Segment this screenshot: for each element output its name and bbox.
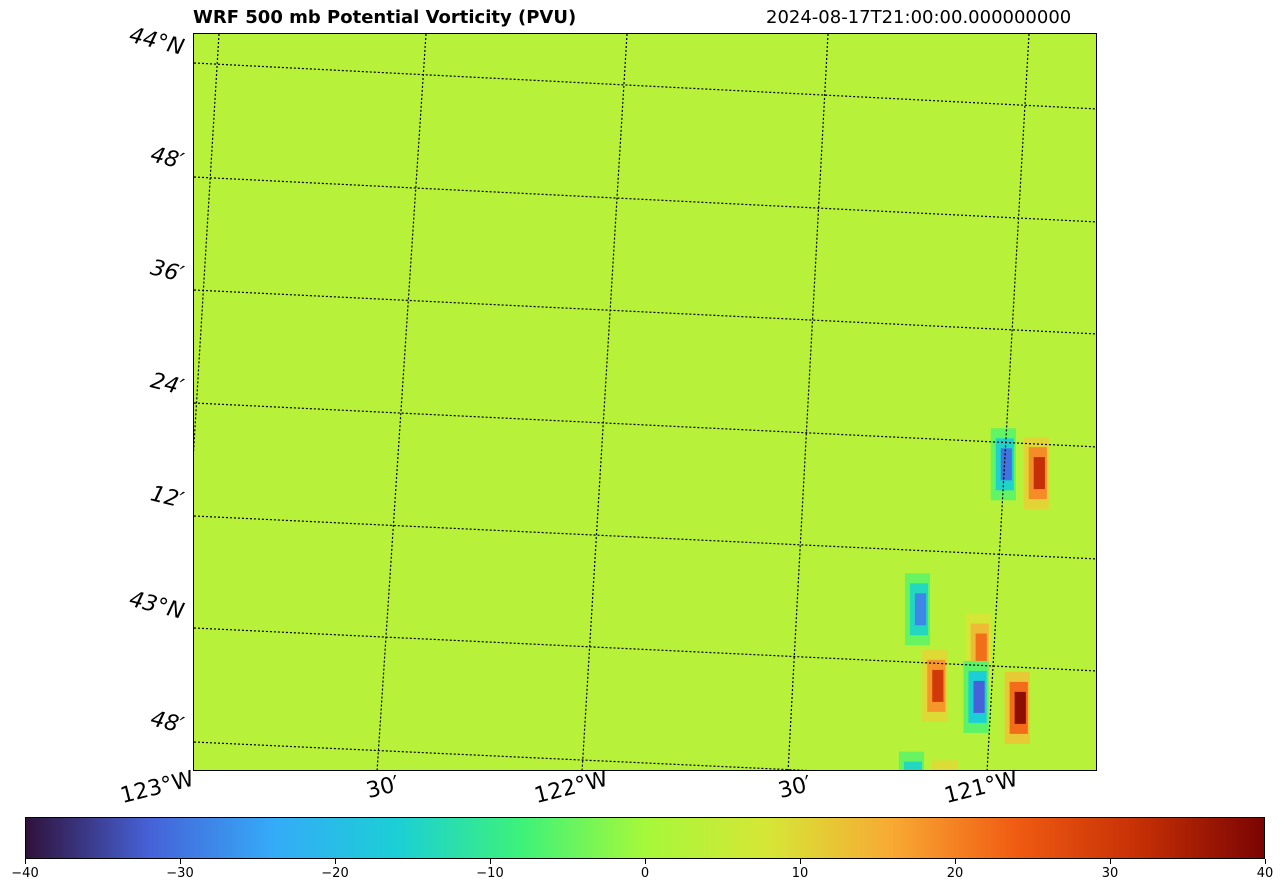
lat-label-43n: 43°N xyxy=(126,586,187,625)
pv-cell xyxy=(903,761,923,770)
colorbar-tick-label: −40 xyxy=(11,866,39,881)
latitude-gridline xyxy=(194,515,1096,560)
pv-cell xyxy=(914,593,927,626)
longitude-gridline xyxy=(376,34,427,770)
colorbar-tick-label: −30 xyxy=(166,866,194,881)
lat-label-44n: 44°N xyxy=(126,22,187,61)
colorbar-tick xyxy=(954,859,956,864)
pv-cell xyxy=(932,669,944,702)
lat-label-12: 12′ xyxy=(147,481,187,514)
pv-feature xyxy=(1023,437,1049,510)
colorbar-tick xyxy=(644,859,646,864)
pv-cell xyxy=(1014,691,1026,724)
pv-background xyxy=(194,34,1096,770)
lat-label-36: 36′ xyxy=(147,255,187,288)
colorbar-tick-label: −20 xyxy=(321,866,349,881)
longitude-gridline xyxy=(787,34,829,770)
valid-time: 2024-08-17T21:00:00.000000000 xyxy=(766,7,1072,28)
latitude-gridline xyxy=(194,741,810,770)
colorbar-tick xyxy=(1264,859,1266,864)
lon-label-122w: 122°W xyxy=(531,766,611,809)
pv-feature xyxy=(904,573,931,646)
latitude-gridline xyxy=(194,402,1096,448)
pv-feature xyxy=(931,760,957,771)
chart-title: WRF 500 mb Potential Vorticity (PVU) xyxy=(193,7,577,28)
colorbar-tick xyxy=(489,859,491,864)
latitude-gridline xyxy=(194,62,1096,110)
pv-cell xyxy=(973,680,985,713)
map-panel xyxy=(193,33,1097,771)
lon-label-30-west: 30′ xyxy=(363,771,403,804)
colorbar-tick-label: −10 xyxy=(476,866,504,881)
pv-cell xyxy=(1000,448,1012,481)
lon-label-30-east: 30′ xyxy=(775,771,815,804)
longitude-gridline xyxy=(194,34,220,454)
pv-cell xyxy=(937,770,955,771)
lon-label-121w: 121°W xyxy=(941,766,1021,809)
longitude-gridline xyxy=(986,34,1030,770)
pv-feature xyxy=(963,660,989,733)
pv-cell xyxy=(931,760,957,770)
longitude-gridline xyxy=(581,34,628,770)
colorbar xyxy=(25,817,1265,859)
pv-feature xyxy=(990,428,1016,501)
latitude-gridline xyxy=(194,289,1096,335)
lat-label-24: 24′ xyxy=(147,368,187,401)
colorbar-tick-label: 10 xyxy=(791,866,809,881)
pv-cell xyxy=(975,633,987,666)
lon-label-123w: 123°W xyxy=(117,766,197,809)
colorbar-tick xyxy=(334,859,336,864)
latitude-gridline xyxy=(194,176,1096,223)
pv-field-map xyxy=(194,34,1096,771)
colorbar-tick-label: 40 xyxy=(1256,866,1274,881)
pv-feature xyxy=(898,751,925,770)
latitude-gridline xyxy=(194,627,1096,672)
pv-cell xyxy=(1033,457,1045,490)
colorbar-tick xyxy=(799,859,801,864)
colorbar-tick xyxy=(24,859,26,864)
colorbar-tick xyxy=(1109,859,1111,864)
pv-feature xyxy=(922,649,948,722)
lat-label-48-upper: 48′ xyxy=(147,142,187,175)
colorbar-tick-label: 30 xyxy=(1101,866,1119,881)
pv-feature xyxy=(1004,671,1030,744)
colorbar-tick-label: 20 xyxy=(946,866,964,881)
colorbar-tick-label: 0 xyxy=(640,866,650,881)
lat-label-48-lower: 48′ xyxy=(147,706,187,739)
colorbar-tick xyxy=(179,859,181,864)
